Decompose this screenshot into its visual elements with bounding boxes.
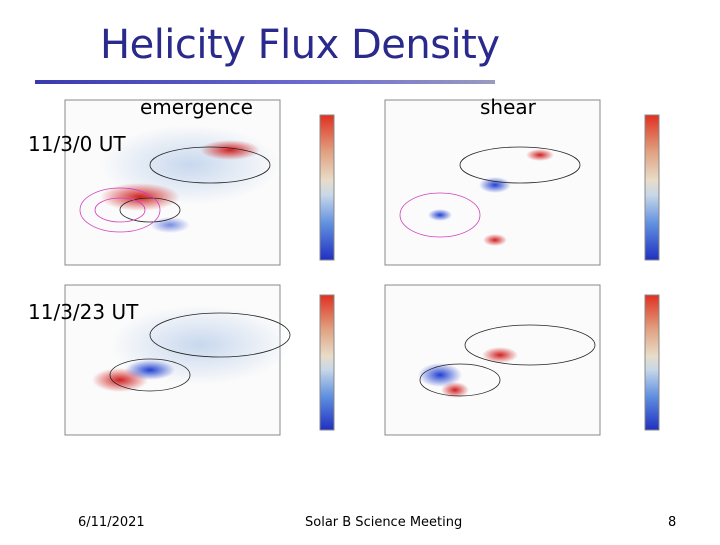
row-label: 11/3/0 UT	[28, 132, 126, 156]
row-label: 11/3/23 UT	[28, 300, 139, 324]
figure-panels	[64, 99, 660, 436]
title-rule	[35, 80, 495, 84]
column-label: shear	[480, 95, 536, 119]
footer-date: 6/11/2021	[78, 515, 145, 530]
page-number: 8	[668, 515, 677, 530]
slide-title: Helicity Flux Density	[100, 22, 500, 68]
footer-event: Solar B Science Meeting	[305, 515, 463, 530]
column-label: emergence	[140, 95, 253, 119]
